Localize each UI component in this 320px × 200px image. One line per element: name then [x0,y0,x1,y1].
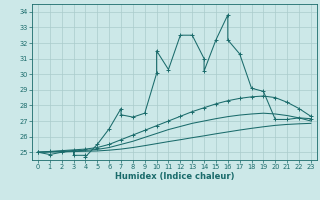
X-axis label: Humidex (Indice chaleur): Humidex (Indice chaleur) [115,172,234,181]
